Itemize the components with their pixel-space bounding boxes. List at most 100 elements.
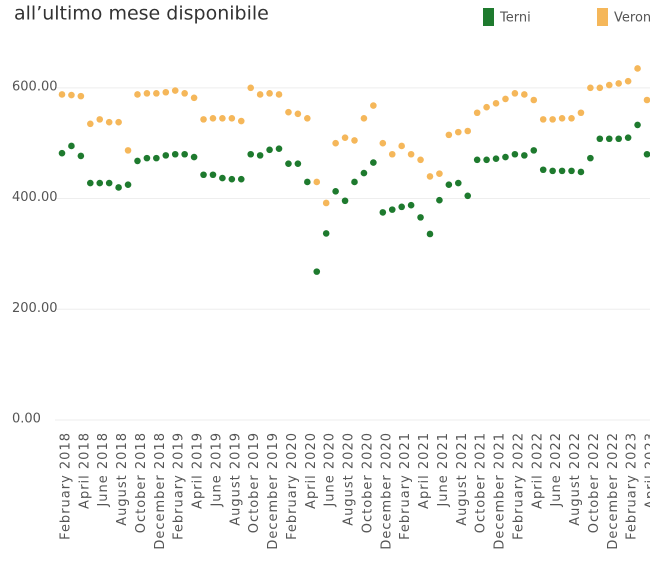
data-point xyxy=(266,90,273,97)
data-point xyxy=(200,171,207,179)
data-point xyxy=(587,154,594,162)
data-point xyxy=(643,150,650,158)
data-point xyxy=(181,90,188,97)
x-tick-label: August 2019 xyxy=(228,432,243,526)
data-point xyxy=(200,116,207,123)
data-point xyxy=(388,206,396,213)
data-point xyxy=(634,65,641,72)
x-tick-label: December 2019 xyxy=(266,432,281,550)
data-point xyxy=(294,110,302,118)
data-point xyxy=(605,135,613,143)
x-tick-label: August 2020 xyxy=(342,432,357,526)
data-point xyxy=(181,150,188,158)
data-point xyxy=(304,114,311,122)
data-point xyxy=(521,91,528,98)
x-tick-label: April 2021 xyxy=(417,432,432,509)
x-tick-label: October 2021 xyxy=(474,432,489,533)
y-tick-label: 0.00 xyxy=(12,412,41,427)
legend-swatch xyxy=(597,8,608,26)
data-point xyxy=(615,135,622,143)
data-point xyxy=(360,169,368,177)
data-point xyxy=(256,152,264,159)
data-point xyxy=(77,92,85,100)
data-point xyxy=(370,159,377,166)
x-tick-label: December 2020 xyxy=(379,432,394,550)
data-point xyxy=(454,128,462,136)
data-point xyxy=(615,80,622,87)
data-point xyxy=(558,167,566,175)
y-tick-label: 400.00 xyxy=(12,190,58,205)
x-tick-label: February 2023 xyxy=(625,432,640,540)
data-point xyxy=(445,181,453,189)
data-point xyxy=(426,173,434,180)
data-point xyxy=(492,100,500,107)
data-point xyxy=(115,118,122,126)
data-point xyxy=(417,214,424,221)
data-point xyxy=(407,150,415,158)
data-point xyxy=(521,152,528,159)
data-point xyxy=(162,88,170,96)
data-point xyxy=(577,109,585,117)
data-point xyxy=(370,102,377,109)
data-point xyxy=(322,199,330,207)
data-point xyxy=(473,156,481,164)
data-point xyxy=(549,167,556,175)
data-point xyxy=(171,150,179,158)
x-tick-label: February 2022 xyxy=(511,432,526,540)
data-point xyxy=(209,114,217,122)
x-tick-label: October 2019 xyxy=(247,432,262,533)
data-point xyxy=(634,121,641,129)
x-tick-label: December 2021 xyxy=(493,432,508,550)
data-point xyxy=(587,84,594,92)
x-tick-label: April 2020 xyxy=(304,432,319,509)
data-point xyxy=(530,96,538,104)
data-point xyxy=(228,175,236,183)
data-point xyxy=(624,77,632,85)
data-point xyxy=(511,150,519,158)
data-point xyxy=(596,135,604,143)
data-point xyxy=(568,167,575,175)
x-tick-label: April 2022 xyxy=(530,432,545,509)
data-point xyxy=(341,134,349,141)
data-point xyxy=(502,153,509,161)
data-point xyxy=(228,114,236,122)
data-point xyxy=(454,179,462,187)
data-point xyxy=(68,142,75,150)
data-point xyxy=(483,103,490,111)
data-point xyxy=(332,139,339,147)
data-point xyxy=(115,184,122,191)
legend-label: Verona xyxy=(614,11,650,26)
y-tick-label: 600.00 xyxy=(12,79,58,94)
data-point xyxy=(341,197,349,205)
data-point xyxy=(304,178,311,186)
data-point xyxy=(162,152,170,159)
x-tick-label: October 2022 xyxy=(587,432,602,533)
data-point xyxy=(596,84,604,92)
data-point xyxy=(285,160,292,167)
data-point xyxy=(539,116,547,123)
data-point xyxy=(275,91,283,98)
data-point xyxy=(266,146,273,154)
x-tick-label: June 2021 xyxy=(436,432,451,508)
data-point xyxy=(124,147,132,154)
data-point xyxy=(407,201,415,209)
data-point xyxy=(237,175,245,183)
chart-title: all’ultimo mese disponibile xyxy=(14,3,269,25)
x-tick-label: August 2022 xyxy=(568,432,583,526)
x-tick-label: October 2020 xyxy=(360,432,375,533)
legend-label: Terni xyxy=(499,11,531,26)
data-point xyxy=(379,209,387,216)
x-tick-label: June 2022 xyxy=(549,432,564,508)
data-point xyxy=(426,230,434,238)
data-point xyxy=(360,114,368,122)
data-point xyxy=(209,171,217,179)
data-point xyxy=(539,166,547,174)
data-point xyxy=(153,90,160,97)
data-point xyxy=(153,154,160,162)
x-tick-label: February 2018 xyxy=(59,432,74,540)
legend-swatch xyxy=(483,8,494,26)
data-point xyxy=(624,134,632,141)
data-point xyxy=(58,91,66,98)
data-point xyxy=(96,179,104,187)
x-tick-label: December 2018 xyxy=(153,432,168,550)
